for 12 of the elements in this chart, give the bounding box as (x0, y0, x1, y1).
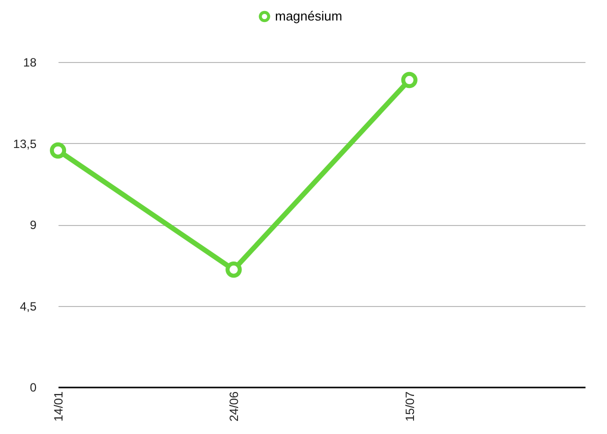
y-tick-label: 4,5 (20, 299, 37, 314)
point (401, 72, 418, 88)
y-tick-label: 13,5 (13, 136, 37, 151)
x-tick-label: 24/06 (227, 391, 242, 422)
legend-label: magnésium (275, 8, 342, 24)
y-tick-label: 18 (23, 56, 37, 70)
y-tick-label: 0 (30, 380, 37, 394)
x-tick-label: 14/01 (52, 391, 66, 422)
point (50, 142, 66, 159)
y-tick-label: 9 (30, 218, 37, 232)
x-tick-label: 15/07 (402, 391, 417, 422)
point (226, 262, 242, 278)
